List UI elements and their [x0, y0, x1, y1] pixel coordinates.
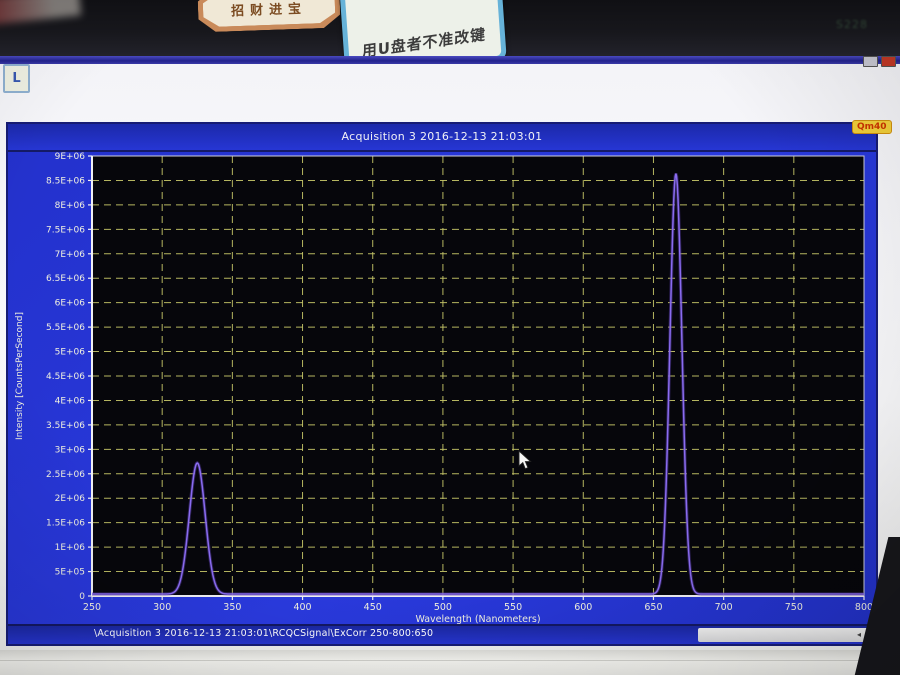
y-tick-label: 5.5E+06: [46, 323, 85, 333]
y-tick-label: 1E+06: [55, 543, 86, 553]
x-tick-label: 800: [855, 602, 873, 613]
handwritten-note-text: 用U盘者不准改键: [362, 25, 487, 58]
outer-window-titlebar-edge: [0, 56, 900, 64]
y-tick-label: 4.5E+06: [46, 372, 85, 382]
x-tick-label: 400: [293, 602, 311, 613]
x-tick-label: 600: [574, 602, 592, 613]
machine-model-label: S228: [836, 18, 868, 31]
y-tick-label: 8E+06: [55, 201, 86, 211]
above-monitor-area: 招财进宝 用U盘者不准改键 S228: [0, 0, 900, 58]
y-tick-label: 7.5E+06: [46, 225, 85, 235]
octagon-sticker: 招财进宝: [197, 0, 340, 32]
y-tick-label: 2E+06: [55, 494, 86, 504]
y-axis-title: Intensity [CountsPerSecond]: [15, 312, 25, 440]
y-tick-label: 3.5E+06: [46, 421, 85, 431]
mouse-cursor: [518, 450, 532, 470]
acquisition-path-tab[interactable]: \Acquisition 3 2016-12-13 21:03:01\RCQCS…: [94, 628, 434, 639]
monitor-screen: L Qm40 Acquisition 3 2016-12-13 21:03:01…: [0, 56, 900, 675]
graph-window-titlebar[interactable]: Acquisition 3 2016-12-13 21:03:01: [8, 124, 876, 152]
bezel-seam: [0, 660, 900, 661]
window-controls: [863, 56, 896, 67]
y-tick-label: 7E+06: [55, 250, 86, 260]
scroll-left-icon[interactable]: ◂: [856, 630, 861, 639]
y-tick-label: 8.5E+06: [46, 176, 85, 186]
horizontal-scrollbar[interactable]: ◂ ▸: [698, 628, 873, 642]
x-tick-label: 350: [223, 602, 241, 613]
y-tick-label: 5E+05: [55, 568, 85, 578]
x-tick-label: 300: [153, 602, 171, 613]
y-tick-label: 3E+06: [55, 445, 86, 455]
x-tick-label: 700: [715, 602, 733, 613]
x-tick-label: 750: [785, 602, 803, 613]
y-tick-label: 6.5E+06: [46, 274, 85, 284]
y-tick-label: 2.5E+06: [46, 470, 85, 480]
graph-statusbar: \Acquisition 3 2016-12-13 21:03:01\RCQCS…: [8, 624, 876, 644]
close-button[interactable]: [881, 56, 896, 67]
x-axis-title: Wavelength (Nanometers): [415, 614, 540, 624]
y-tick-label: 1.5E+06: [46, 519, 85, 529]
x-tick-label: 450: [364, 602, 382, 613]
y-tick-label: 0: [79, 592, 85, 602]
x-tick-label: 500: [434, 602, 452, 613]
octagon-sticker-text: 招财进宝: [202, 0, 335, 27]
y-tick-label: 9E+06: [55, 152, 86, 162]
x-tick-label: 250: [83, 602, 101, 613]
handwritten-note-sticker: 用U盘者不准改键: [339, 0, 507, 58]
spectrum-curve: [92, 173, 864, 595]
graph-window: Acquisition 3 2016-12-13 21:03:01 0 5E+05…: [6, 122, 878, 646]
x-tick-label: 650: [644, 602, 662, 613]
monitor-bezel: [0, 650, 900, 675]
minimize-button[interactable]: [863, 56, 878, 67]
x-tick-label: 550: [504, 602, 522, 613]
document-icon[interactable]: L: [3, 64, 30, 93]
y-tick-label: 4E+06: [55, 396, 86, 406]
y-tick-label: 6E+06: [55, 299, 86, 309]
y-tick-label: 5E+06: [55, 348, 86, 358]
blurred-object: [0, 0, 82, 25]
status-badge: Qm40: [852, 120, 892, 134]
spectrum-chart[interactable]: 0 5E+05 1E+06 1.5E+06 2E+06 2.5E+06 3E+06 3.5E+…: [8, 150, 876, 624]
